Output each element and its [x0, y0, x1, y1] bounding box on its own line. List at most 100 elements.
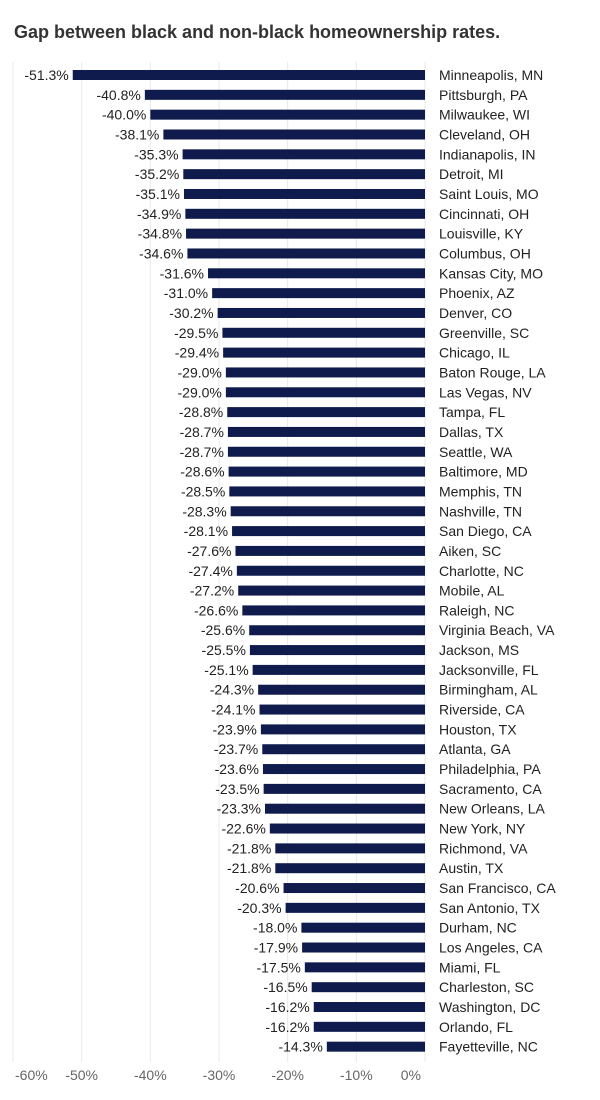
bar-value-label: -23.7%: [214, 741, 258, 757]
bar: [150, 109, 426, 120]
bar: [222, 327, 425, 338]
x-tick-label: -60%: [15, 1067, 48, 1083]
bar-value-label: -28.1%: [184, 523, 228, 539]
category-label: Miami, FL: [439, 959, 501, 975]
bar: [249, 625, 425, 636]
x-tick-label: -40%: [134, 1067, 167, 1083]
category-label: Indianapolis, IN: [439, 146, 536, 162]
category-label: Minneapolis, MN: [439, 67, 543, 83]
bar-value-label: -21.8%: [227, 840, 271, 856]
chart-title: Gap between black and non-black homeowne…: [14, 22, 501, 42]
bar-value-label: -34.8%: [138, 226, 182, 242]
bar-value-label: -27.6%: [187, 543, 231, 559]
bar: [236, 565, 425, 576]
category-label: San Antonio, TX: [439, 900, 541, 916]
bar: [262, 764, 425, 775]
category-label: Baltimore, MD: [439, 464, 528, 480]
category-label: Riverside, CA: [439, 702, 525, 718]
bar: [217, 307, 425, 318]
bar-value-label: -16.2%: [265, 1019, 309, 1035]
category-label: Detroit, MI: [439, 166, 504, 182]
category-label: Richmond, VA: [439, 840, 528, 856]
bar: [242, 605, 425, 616]
bar: [313, 1021, 425, 1032]
bar: [183, 188, 425, 199]
bar: [326, 1041, 425, 1052]
bar: [260, 724, 425, 735]
bar-value-label: -28.5%: [181, 483, 225, 499]
x-tick-label: 0%: [401, 1067, 421, 1083]
bar: [313, 1002, 425, 1013]
category-label: Durham, NC: [439, 920, 517, 936]
category-label: Washington, DC: [439, 999, 540, 1015]
bar-value-label: -25.1%: [204, 662, 248, 678]
category-label: Tampa, FL: [439, 404, 505, 420]
x-tick-label: -30%: [203, 1067, 236, 1083]
bar: [229, 486, 425, 497]
bar: [301, 922, 425, 933]
bar-value-label: -24.1%: [211, 702, 255, 718]
bar-value-label: -31.6%: [160, 265, 204, 281]
category-label: Birmingham, AL: [439, 682, 538, 698]
bar: [258, 684, 425, 695]
category-label: Philadelphia, PA: [439, 761, 541, 777]
bar: [269, 823, 425, 834]
category-label: New Orleans, LA: [439, 801, 545, 817]
category-label: Jackson, MS: [439, 642, 519, 658]
bar-value-label: -23.6%: [215, 761, 259, 777]
bar: [212, 288, 425, 299]
bar: [235, 545, 425, 556]
category-label: San Francisco, CA: [439, 880, 556, 896]
bar: [208, 268, 425, 279]
category-label: Cleveland, OH: [439, 126, 530, 142]
bar-value-label: -27.2%: [190, 583, 234, 599]
category-label: Mobile, AL: [439, 583, 505, 599]
bar: [302, 942, 425, 953]
bar: [225, 367, 425, 378]
bar: [182, 149, 425, 160]
bar-value-label: -17.9%: [254, 940, 298, 956]
category-label: Orlando, FL: [439, 1019, 513, 1035]
category-label: Charleston, SC: [439, 979, 534, 995]
bar-value-label: -28.8%: [179, 404, 223, 420]
bar-value-label: -29.5%: [174, 325, 218, 341]
bar-value-label: -28.3%: [182, 503, 226, 519]
category-label: Milwaukee, WI: [439, 107, 530, 123]
category-label: Houston, TX: [439, 721, 517, 737]
bar: [227, 446, 425, 457]
category-label: Pittsburgh, PA: [439, 87, 528, 103]
category-label: Virginia Beach, VA: [439, 622, 555, 638]
bar: [227, 426, 425, 437]
bar: [263, 783, 425, 794]
bar-value-label: -40.0%: [102, 107, 146, 123]
bar-value-label: -29.0%: [178, 384, 222, 400]
bar: [227, 407, 425, 418]
bar-value-label: -35.3%: [134, 146, 178, 162]
bar-value-label: -26.6%: [194, 602, 238, 618]
bar: [304, 962, 425, 973]
category-label: Los Angeles, CA: [439, 940, 543, 956]
category-label: Denver, CO: [439, 305, 512, 321]
bar-value-label: -29.0%: [178, 364, 222, 380]
bar: [259, 704, 425, 715]
bar-value-label: -16.2%: [265, 999, 309, 1015]
category-label: Baton Rouge, LA: [439, 364, 546, 380]
bar: [283, 883, 425, 894]
category-label: Chicago, IL: [439, 345, 510, 361]
bar-value-label: -22.6%: [221, 821, 265, 837]
category-label: Dallas, TX: [439, 424, 504, 440]
bar-value-label: -23.5%: [215, 781, 259, 797]
bar-value-label: -51.3%: [24, 67, 68, 83]
category-label: San Diego, CA: [439, 523, 532, 539]
x-tick-label: -50%: [65, 1067, 98, 1083]
category-label: Columbus, OH: [439, 245, 531, 261]
bar-value-label: -17.5%: [256, 959, 300, 975]
bar: [187, 248, 425, 259]
bar-value-label: -38.1%: [115, 126, 159, 142]
bar: [265, 803, 425, 814]
bar-value-label: -21.8%: [227, 860, 271, 876]
bar-value-label: -20.3%: [237, 900, 281, 916]
bar-value-label: -35.1%: [136, 186, 180, 202]
bar-value-label: -23.9%: [213, 721, 257, 737]
